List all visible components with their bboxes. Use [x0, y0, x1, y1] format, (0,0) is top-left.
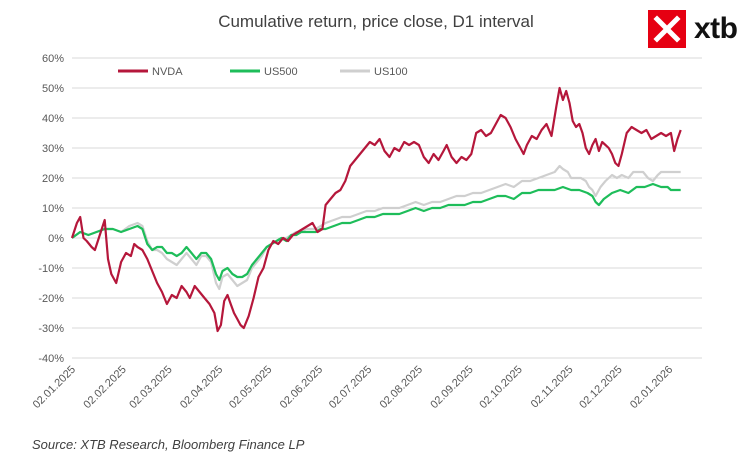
x-tick-label: 02.09.2025	[428, 364, 475, 411]
legend-label-nvda: NVDA	[152, 66, 183, 78]
y-tick-label: 50%	[42, 83, 64, 95]
y-tick-label: 0%	[48, 233, 64, 245]
x-tick-label: 02.01.2026	[628, 364, 675, 411]
y-tick-label: -30%	[38, 323, 64, 335]
source-note: Source: XTB Research, Bloomberg Finance …	[32, 437, 305, 452]
y-tick-label: -40%	[38, 353, 64, 365]
xtb-logo: xtb	[648, 10, 744, 48]
series-line-us100	[71, 164, 681, 291]
x-tick-label: 02.10.2025	[477, 364, 524, 411]
y-tick-label: 40%	[42, 113, 64, 125]
y-tick-label: 30%	[42, 143, 64, 155]
legend-label-us100: US100	[374, 66, 408, 78]
series-line-nvda	[70, 86, 682, 333]
x-tick-label: 02.04.2025	[178, 364, 225, 411]
y-tick-label: 60%	[42, 53, 64, 65]
y-tick-label: 20%	[42, 173, 64, 185]
chart-title: Cumulative return, price close, D1 inter…	[218, 12, 534, 31]
x-tick-label: 02.12.2025	[577, 364, 624, 411]
x-tick-label: 02.05.2025	[227, 364, 274, 411]
xtb-logo-icon	[648, 10, 686, 48]
x-tick-label: 02.08.2025	[378, 364, 425, 411]
xtb-logo-text: xtb	[694, 12, 738, 45]
y-tick-label: 10%	[42, 203, 64, 215]
x-tick-label: 02.02.2025	[81, 364, 128, 411]
x-tick-label: 02.07.2025	[327, 364, 374, 411]
x-tick-label: 02.01.2025	[31, 364, 78, 411]
x-tick-label: 02.06.2025	[278, 364, 325, 411]
series-line-us500	[71, 182, 681, 282]
y-tick-label: -20%	[38, 293, 64, 305]
x-tick-label: 02.03.2025	[127, 364, 174, 411]
legend-label-us500: US500	[264, 66, 298, 78]
y-tick-label: -10%	[38, 263, 64, 275]
x-tick-label: 02.11.2025	[529, 364, 576, 411]
